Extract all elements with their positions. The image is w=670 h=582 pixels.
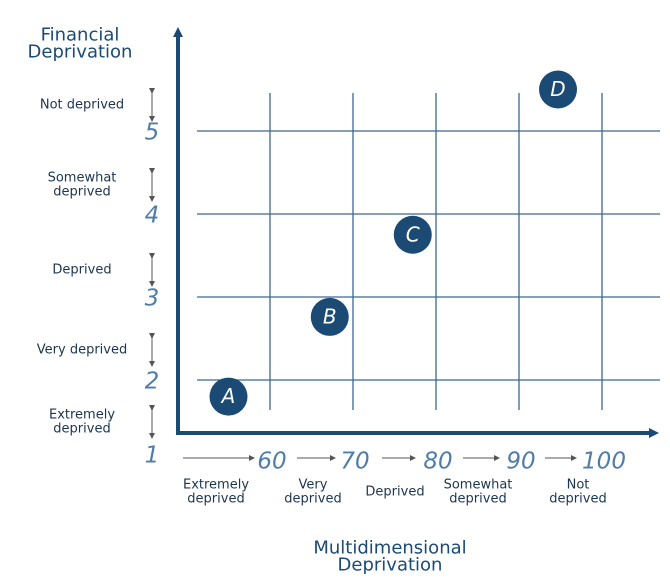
label-line: Financial [41, 25, 120, 46]
label-line: Multidimensional [313, 538, 466, 559]
label: Financial Deprivation [28, 25, 133, 63]
point-label: C [406, 222, 420, 246]
label: Somewhat deprived [48, 171, 117, 200]
label-line: Deprived [52, 263, 111, 278]
x-tick-label: 80 [423, 449, 452, 475]
label: Multidimensional Deprivation [313, 538, 466, 576]
point [539, 70, 578, 109]
y-tick-label: 2 [145, 369, 160, 395]
x-tick-label: 70 [340, 449, 369, 475]
label-line: Somewhat [48, 171, 117, 186]
label-line: deprived [53, 422, 110, 437]
label-line: Deprivation [28, 42, 133, 63]
label: Extremely deprived [183, 478, 249, 507]
point [209, 377, 248, 416]
label-line: Extremely [183, 478, 249, 493]
label-line: Not deprived [40, 98, 124, 113]
label-line: Deprived [365, 485, 424, 500]
label-line: Very deprived [37, 343, 127, 358]
point [393, 215, 432, 254]
point [310, 297, 349, 336]
y-tick-label: 5 [145, 120, 160, 146]
label-line: Very [299, 478, 328, 493]
label: Not deprived [549, 478, 606, 507]
label-line: deprived [53, 185, 110, 200]
y-tick-label: 3 [145, 286, 160, 312]
x-tick-label: 60 [257, 449, 286, 475]
label-line: Extremely [49, 408, 115, 423]
y-tick-label: 4 [145, 203, 160, 229]
label: Very deprived [37, 343, 127, 358]
label-line: deprived [449, 492, 506, 507]
label: Extremely deprived [49, 408, 115, 437]
label: Deprived [365, 485, 424, 500]
label: Very deprived [284, 478, 341, 507]
label-line: Deprivation [338, 555, 443, 576]
x-tick-label: 100 [582, 449, 626, 475]
label: Deprived [52, 263, 111, 278]
point-label: B [323, 304, 337, 328]
label-line: deprived [187, 492, 244, 507]
y-tick-label: 1 [145, 443, 160, 469]
point-label: A [220, 384, 236, 408]
label: Not deprived [40, 98, 124, 113]
point-label: D [550, 77, 565, 101]
label-line: deprived [549, 492, 606, 507]
x-tick-label: 90 [506, 449, 535, 475]
label-line: deprived [284, 492, 341, 507]
label-line: Somewhat [444, 478, 513, 493]
label-line: Not [567, 478, 590, 493]
label: Somewhat deprived [444, 478, 513, 507]
